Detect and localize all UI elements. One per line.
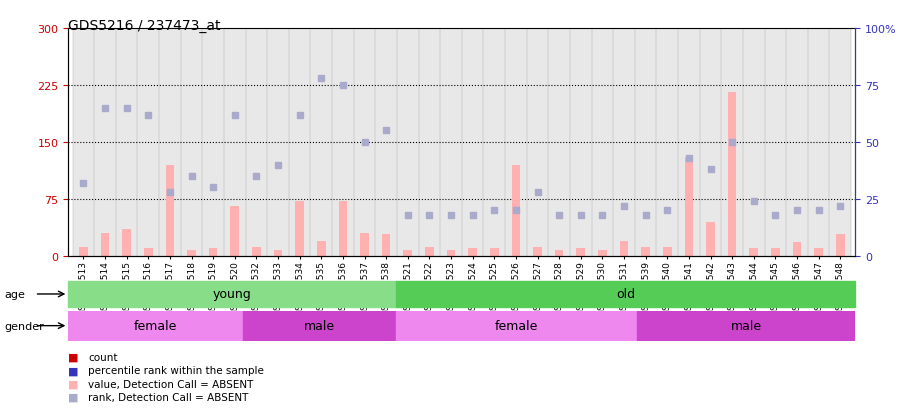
Bar — [637, 311, 855, 341]
Bar — [375, 29, 397, 256]
Bar — [793, 242, 802, 256]
Bar — [144, 249, 153, 256]
Bar — [397, 29, 419, 256]
Text: gender: gender — [5, 321, 45, 331]
Bar — [440, 29, 461, 256]
Text: ■: ■ — [68, 392, 79, 402]
Bar — [116, 29, 137, 256]
Bar — [461, 29, 483, 256]
Bar — [576, 249, 585, 256]
Text: GDS5216 / 237473_at: GDS5216 / 237473_at — [68, 19, 221, 33]
Bar — [814, 249, 823, 256]
Text: rank, Detection Call = ABSENT: rank, Detection Call = ABSENT — [88, 392, 248, 402]
Text: percentile rank within the sample: percentile rank within the sample — [88, 366, 264, 375]
Bar — [613, 29, 635, 256]
Text: young: young — [213, 288, 251, 301]
Bar — [533, 247, 541, 256]
Bar — [829, 29, 851, 256]
Bar — [252, 247, 260, 256]
Bar — [836, 235, 844, 256]
Bar — [808, 29, 829, 256]
Bar — [317, 241, 326, 256]
Bar — [419, 29, 440, 256]
Bar — [722, 29, 743, 256]
Bar — [243, 311, 396, 341]
Bar — [592, 29, 613, 256]
Bar — [202, 29, 224, 256]
Bar — [79, 247, 87, 256]
Bar — [354, 29, 375, 256]
Bar — [786, 29, 808, 256]
Bar — [396, 311, 637, 341]
Text: ■: ■ — [68, 366, 79, 375]
Bar — [635, 29, 656, 256]
Bar — [166, 165, 174, 256]
Bar — [447, 250, 455, 256]
Bar — [230, 207, 239, 256]
Bar — [332, 29, 354, 256]
Bar — [288, 29, 310, 256]
Bar — [642, 247, 650, 256]
Bar — [187, 250, 196, 256]
Text: male: male — [731, 319, 762, 332]
Text: ■: ■ — [68, 379, 79, 389]
Bar — [555, 250, 563, 256]
Bar — [750, 249, 758, 256]
Text: female: female — [495, 319, 538, 332]
Bar — [570, 29, 592, 256]
Bar — [483, 29, 505, 256]
Bar — [73, 29, 95, 256]
Bar — [764, 29, 786, 256]
Text: male: male — [304, 319, 335, 332]
Bar — [95, 29, 116, 256]
Bar — [137, 29, 159, 256]
Bar — [208, 249, 217, 256]
Bar — [663, 247, 672, 256]
Bar — [598, 250, 607, 256]
Bar — [360, 233, 369, 256]
Text: value, Detection Call = ABSENT: value, Detection Call = ABSENT — [88, 379, 254, 389]
Bar — [396, 281, 855, 308]
Text: age: age — [5, 289, 25, 299]
Text: female: female — [134, 319, 177, 332]
Bar — [771, 249, 780, 256]
Bar — [511, 165, 521, 256]
Bar — [382, 235, 390, 256]
Bar — [469, 249, 477, 256]
Bar — [68, 281, 396, 308]
Bar — [700, 29, 722, 256]
Bar — [505, 29, 527, 256]
Bar — [310, 29, 332, 256]
Bar — [296, 202, 304, 256]
Bar — [527, 29, 549, 256]
Bar — [706, 222, 715, 256]
Text: old: old — [616, 288, 635, 301]
Bar — [159, 29, 181, 256]
Bar — [490, 249, 499, 256]
Bar — [68, 311, 243, 341]
Bar — [181, 29, 202, 256]
Text: count: count — [88, 352, 117, 362]
Bar — [268, 29, 288, 256]
Bar — [620, 241, 628, 256]
Bar — [101, 233, 109, 256]
Text: ■: ■ — [68, 352, 79, 362]
Bar — [403, 250, 412, 256]
Bar — [274, 250, 282, 256]
Bar — [339, 202, 348, 256]
Bar — [678, 29, 700, 256]
Bar — [425, 247, 434, 256]
Bar — [684, 158, 693, 256]
Bar — [224, 29, 246, 256]
Bar — [122, 230, 131, 256]
Bar — [656, 29, 678, 256]
Bar — [549, 29, 570, 256]
Bar — [246, 29, 268, 256]
Bar — [728, 93, 736, 256]
Bar — [743, 29, 764, 256]
